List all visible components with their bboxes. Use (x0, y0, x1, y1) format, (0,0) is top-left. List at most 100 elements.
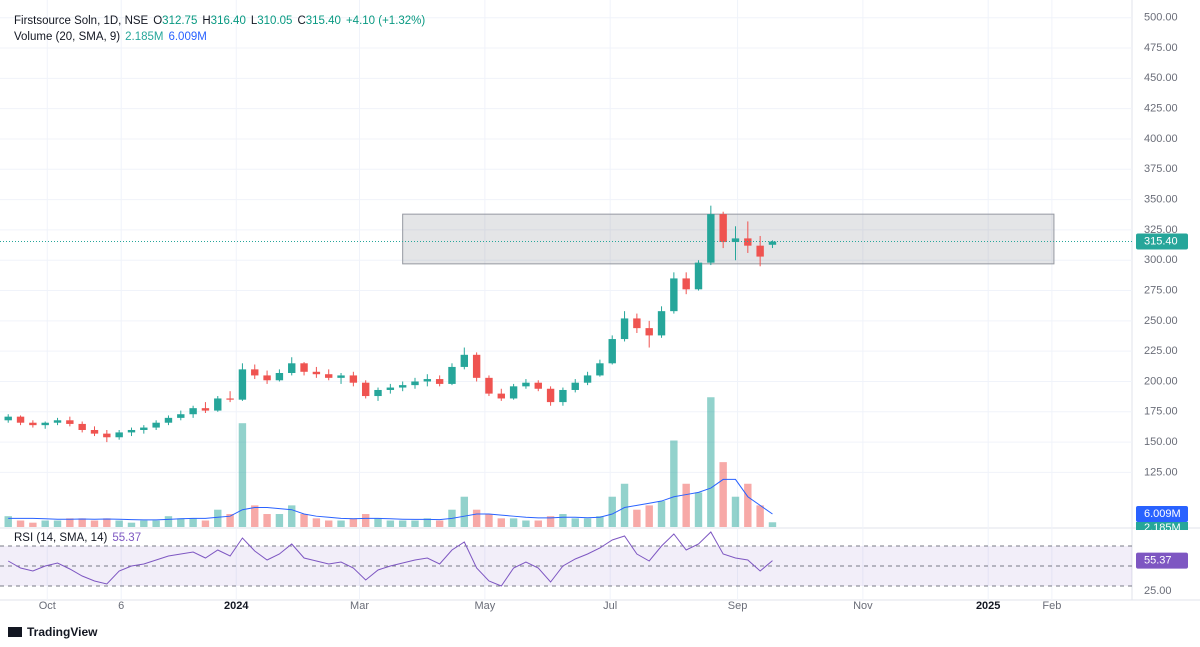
candle-body (596, 363, 604, 376)
x-tick-label: May (474, 600, 495, 612)
candle-body (509, 386, 518, 399)
volume-bar (189, 518, 197, 527)
candle-body (694, 262, 703, 290)
volume-bar (633, 509, 641, 527)
change: +4.10 (+1.32%) (346, 15, 425, 27)
rsi-last: 55.37 (112, 532, 141, 544)
candle-body (731, 238, 740, 243)
candle-body (448, 366, 456, 384)
volume-bar (312, 518, 321, 527)
range-box (402, 213, 1055, 265)
volume-bar (251, 505, 259, 527)
volume-bar (559, 514, 567, 527)
x-tick-label: Jul (603, 600, 617, 612)
y-tick-label: 450.00 (1144, 72, 1178, 84)
candle-body (423, 379, 432, 382)
volume-bar (756, 505, 764, 527)
candle-body (485, 377, 493, 394)
volume-bar (201, 520, 210, 527)
y-tick-label: 175.00 (1144, 406, 1178, 418)
volume-tag (1136, 522, 1188, 531)
candle-body (386, 387, 395, 390)
candle-body (189, 408, 197, 415)
volume-bar (263, 514, 271, 527)
candle-body (226, 398, 234, 400)
candle-body (90, 429, 99, 434)
y-tick-label: 125.00 (1144, 466, 1178, 478)
volume-bar (682, 483, 690, 527)
candle-body (633, 318, 641, 329)
candle-body (546, 388, 555, 403)
volume-bar (103, 518, 111, 527)
candle-body (201, 408, 210, 411)
volume-bar (694, 492, 703, 527)
ohlc: O312.75 H316.40 L310.05 C315.40 (153, 15, 341, 27)
volume-bar (115, 520, 123, 527)
volume-bar (66, 518, 74, 527)
candle-body (768, 241, 777, 245)
volume-bar (288, 505, 296, 527)
candle-body (164, 417, 173, 423)
x-tick-label: 2024 (224, 600, 249, 612)
y-tick-label: 475.00 (1144, 42, 1178, 54)
candle-body (53, 420, 62, 423)
volume-sma-line (8, 478, 773, 521)
x-tick-label: Nov (853, 600, 873, 612)
volume-bar (620, 483, 629, 527)
x-tick-label: 6 (118, 600, 124, 612)
candle-body (140, 427, 148, 430)
candle-body (719, 214, 727, 243)
volume-bar (571, 518, 579, 527)
rsi-line: RSI (14, SMA, 14) 55.37 (14, 532, 141, 544)
x-tick-label: Mar (350, 600, 369, 612)
candle-body (682, 278, 690, 290)
candle-body (583, 375, 592, 383)
candle-body (534, 382, 542, 389)
symbol: Firstsource Soln, 1D, NSE (14, 15, 149, 27)
rsi-tick-label: 25.00 (1144, 585, 1172, 597)
volume-bar (226, 514, 234, 527)
volume-bar (386, 520, 395, 527)
rsi-line (7, 531, 773, 587)
volume-bar (325, 520, 333, 527)
volume-bar (485, 514, 493, 527)
ohlc-label: H (202, 15, 210, 27)
candle-body (16, 416, 25, 423)
volume-bar (275, 514, 284, 527)
header-line: Firstsource Soln, 1D, NSE O312.75 H316.40 L… (14, 15, 425, 27)
ohlc-value: 310.05 (257, 15, 292, 27)
candle-body (472, 354, 481, 378)
y-tick-label: 500.00 (1144, 12, 1178, 24)
volume-sma-tag-label: 6.009M (1144, 508, 1181, 520)
ohlc-label: L (251, 15, 258, 27)
volume-bar (398, 520, 407, 527)
candle-body (645, 328, 653, 336)
volume-bar (349, 518, 358, 527)
candle-body (374, 389, 382, 397)
volume-bar (670, 440, 678, 527)
y-tick-label: 325.00 (1144, 224, 1178, 236)
volume-bar (411, 520, 419, 527)
volume-bar (744, 483, 752, 527)
volume-bar (435, 520, 444, 527)
candle-body (275, 372, 284, 381)
y-tick-label: 275.00 (1144, 284, 1178, 296)
candle-body (127, 429, 136, 433)
volume-bar (423, 518, 432, 527)
volume-bar (707, 397, 715, 527)
volume-bar (53, 520, 62, 527)
volume-bar (16, 520, 25, 527)
candle-body (29, 422, 37, 426)
volume-sma-last: 6.009M (168, 31, 206, 43)
volume-bar (41, 520, 49, 527)
volume-bar (300, 514, 308, 527)
candle-body (522, 382, 530, 387)
y-tick-label: 425.00 (1144, 103, 1178, 115)
volume-bar (657, 501, 666, 527)
volume-bar (238, 423, 247, 527)
last-price-label: 315.40 (1144, 235, 1178, 247)
candle-body (251, 369, 259, 376)
volume-bar (29, 522, 37, 527)
candle-body (300, 363, 308, 372)
